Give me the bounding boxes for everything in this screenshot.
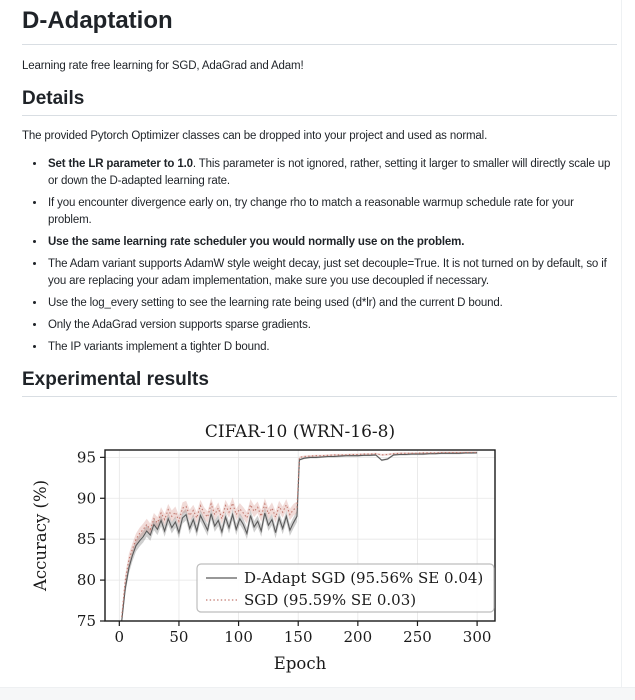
- bullet-bold-text: Set the LR parameter to 1.0: [48, 158, 193, 170]
- svg-text:85: 85: [77, 530, 96, 548]
- list-item: The Adam variant supports AdamW style we…: [46, 256, 617, 290]
- list-item: Use the log_every setting to see the lea…: [46, 295, 617, 312]
- chart-legend: D-Adapt SGD (95.56% SE 0.04) SGD (95.59% …: [196, 563, 495, 613]
- svg-text:150: 150: [284, 628, 313, 646]
- svg-text:80: 80: [77, 571, 96, 589]
- bullet-text: The IP variants implement a tighter D bo…: [48, 341, 270, 353]
- list-item: If you encounter divergence early on, tr…: [46, 195, 617, 229]
- svg-text:100: 100: [224, 628, 253, 646]
- results-heading: Experimental results: [22, 369, 617, 397]
- page-title: D-Adaptation: [22, 6, 617, 45]
- accuracy-epoch-chart: 0 50 100 150 200 250 300 75 80 85 90 95 CIFAR-10 (WR…: [31, 422, 496, 673]
- svg-text:95: 95: [77, 448, 96, 466]
- details-list: Set the LR parameter to 1.0. This parame…: [22, 156, 617, 356]
- bullet-text: Only the AdaGrad version supports sparse…: [48, 319, 311, 331]
- list-item: Set the LR parameter to 1.0. This parame…: [46, 156, 617, 190]
- svg-text:0: 0: [115, 628, 125, 646]
- svg-text:90: 90: [77, 489, 96, 507]
- list-item: Use the same learning rate scheduler you…: [46, 234, 617, 251]
- list-item: The IP variants implement a tighter D bo…: [46, 339, 617, 356]
- bullet-text: . This parameter is not ignored, rather,…: [48, 158, 611, 187]
- chart-xlabel: Epoch: [274, 654, 327, 673]
- svg-text:200: 200: [344, 628, 373, 646]
- list-item: Only the AdaGrad version supports sparse…: [46, 317, 617, 334]
- bullet-text: Use the log_every setting to see the lea…: [48, 297, 503, 309]
- svg-text:250: 250: [403, 628, 432, 646]
- bullet-text: If you encounter divergence early on, tr…: [48, 197, 574, 226]
- svg-text:D-Adapt SGD (95.56% SE 0.04): D-Adapt SGD (95.56% SE 0.04): [244, 569, 483, 587]
- details-intro: The provided Pytorch Optimizer classes c…: [22, 130, 488, 142]
- details-heading: Details: [22, 88, 617, 116]
- svg-text:75: 75: [77, 612, 96, 630]
- content-right-border: [621, 0, 622, 688]
- svg-text:SGD (95.59% SE 0.03): SGD (95.59% SE 0.03): [244, 591, 416, 609]
- tagline: Learning rate free learning for SGD, Ada…: [22, 60, 304, 72]
- readme-page: D-Adaptation Learning rate free learning…: [0, 0, 635, 685]
- bullet-bold-text: Use the same learning rate scheduler you…: [48, 236, 465, 248]
- svg-text:300: 300: [463, 628, 492, 646]
- chart-title: CIFAR-10 (WRN-16-8): [205, 422, 395, 442]
- svg-text:50: 50: [169, 628, 188, 646]
- bullet-text: The Adam variant supports AdamW style we…: [48, 258, 607, 287]
- results-chart-image[interactable]: 0 50 100 150 200 250 300 75 80 85 90 95 CIFAR-10 (WR…: [30, 419, 535, 685]
- bottom-strip: [0, 687, 635, 700]
- chart-ylabel: Accuracy (%): [31, 480, 50, 592]
